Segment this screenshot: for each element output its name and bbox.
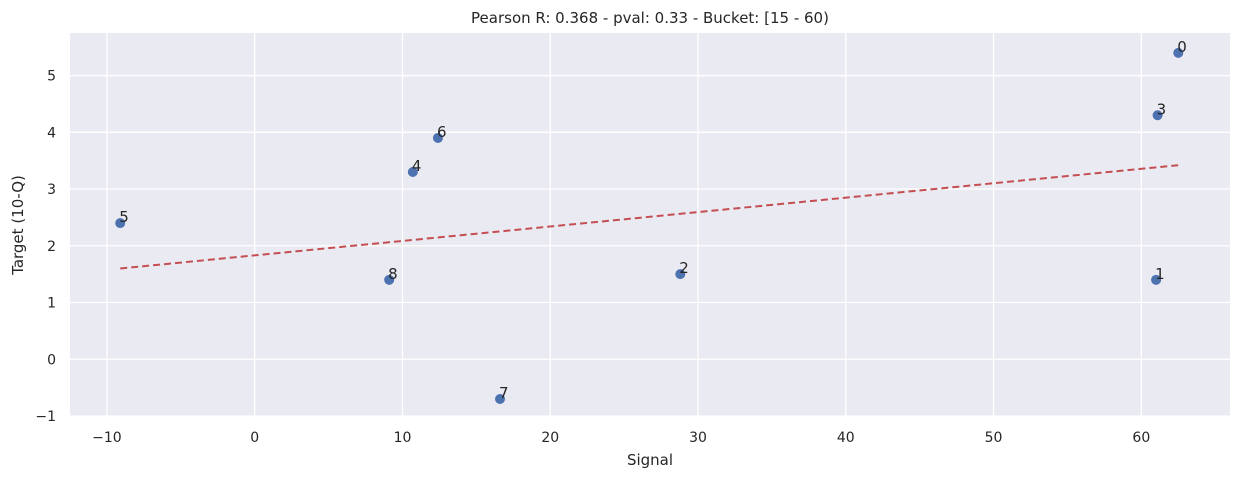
x-tick-label: 30 <box>689 430 707 446</box>
data-points: 0 1 2 3 4 5 6 7 8 <box>115 38 1187 404</box>
point-marker-icon <box>115 218 126 229</box>
y-tick-label: 4 <box>47 125 56 141</box>
point-marker-icon <box>384 274 395 285</box>
point-label: 3 <box>1157 100 1167 118</box>
chart-title: Pearson R: 0.368 - pval: 0.33 - Bucket: … <box>471 9 829 27</box>
data-point: 4 <box>407 157 422 178</box>
point-label: 8 <box>388 265 398 283</box>
y-tick-label: 1 <box>47 296 56 312</box>
x-tick-label: −10 <box>92 430 122 446</box>
y-axis-ticks: −1 0 1 2 3 4 5 <box>35 69 56 425</box>
regression-line <box>120 164 1179 270</box>
data-point: 6 <box>432 123 447 143</box>
y-tick-label: 2 <box>47 239 56 255</box>
y-tick-label: 5 <box>47 69 56 85</box>
x-axis-label: Signal <box>627 451 673 469</box>
y-axis-label: Target (10-Q) <box>9 175 27 276</box>
point-label: 1 <box>1155 265 1165 283</box>
y-tick-label: −1 <box>35 409 56 425</box>
x-tick-label: 10 <box>394 430 412 446</box>
grid-lines <box>70 33 1230 417</box>
point-marker-icon <box>1152 110 1163 121</box>
data-point: 5 <box>115 208 129 229</box>
point-marker-icon <box>675 269 686 280</box>
plot-area <box>70 33 1230 416</box>
data-point: 1 <box>1151 265 1165 285</box>
point-marker-icon <box>495 393 506 404</box>
x-axis-ticks: −10 0 10 20 30 40 50 60 <box>92 430 1150 446</box>
data-point: 2 <box>675 259 689 280</box>
point-marker-icon <box>407 167 418 178</box>
x-tick-label: 20 <box>541 430 559 446</box>
data-point: 8 <box>384 265 398 285</box>
point-marker-icon <box>1151 274 1162 285</box>
data-point: 0 <box>1173 38 1187 58</box>
data-point: 7 <box>495 384 509 404</box>
point-label: 4 <box>412 157 422 175</box>
point-marker-icon <box>1173 47 1184 58</box>
data-point: 3 <box>1152 100 1167 121</box>
point-label: 6 <box>437 123 447 141</box>
x-tick-label: 60 <box>1132 430 1150 446</box>
point-label: 0 <box>1177 38 1187 56</box>
x-tick-label: 0 <box>250 430 259 446</box>
y-tick-label: 3 <box>47 182 56 198</box>
x-tick-label: 40 <box>837 430 855 446</box>
point-marker-icon <box>432 132 443 143</box>
point-label: 2 <box>679 259 689 277</box>
point-label: 5 <box>119 208 129 226</box>
y-tick-label: 0 <box>47 352 56 368</box>
x-tick-label: 50 <box>985 430 1003 446</box>
point-label: 7 <box>499 384 509 402</box>
